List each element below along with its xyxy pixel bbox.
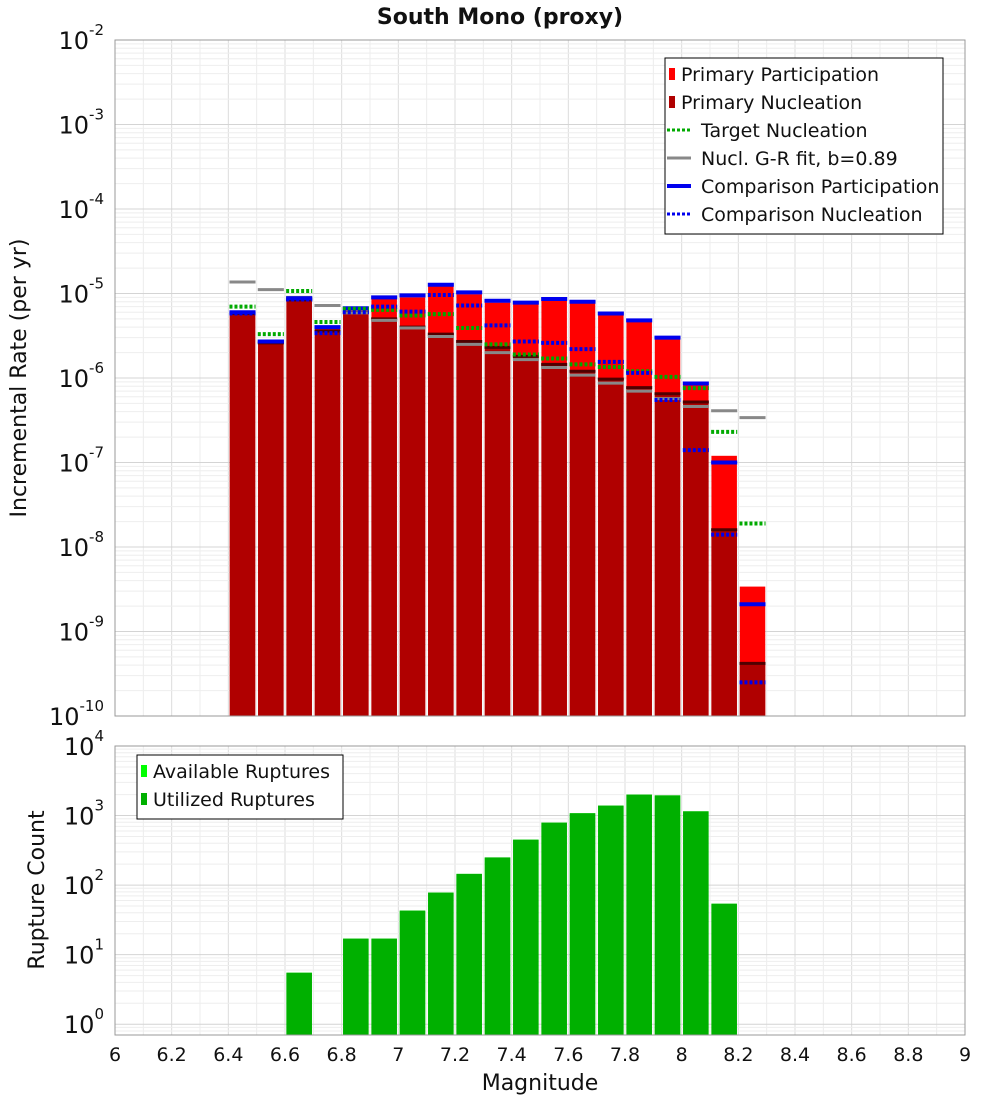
- nucleation-bar: [541, 364, 567, 716]
- x-tick-label: 7.6: [553, 1044, 583, 1066]
- legend-box: [664, 57, 944, 235]
- utilized-ruptures-bar: [343, 938, 369, 1035]
- y-tick-label: 103: [64, 797, 104, 831]
- x-axis-label: Magnitude: [482, 1071, 599, 1096]
- utilized-ruptures-bar: [711, 903, 737, 1035]
- bottom-legend: Available Ruptures Utilized Ruptures: [136, 754, 344, 820]
- top-plot-border: [114, 39, 966, 717]
- utilized-ruptures-bar: [399, 910, 426, 1035]
- x-tick-label: 6.4: [213, 1044, 243, 1066]
- bottom-gridlines: [114, 746, 966, 1036]
- legend-label: Primary Nucleation: [681, 92, 862, 114]
- utilized-ruptures-bar: [286, 972, 312, 1035]
- y-tick-label: 10-10: [49, 697, 104, 731]
- top-series-lines: [229, 280, 766, 685]
- x-tick-label: 7: [392, 1044, 404, 1066]
- x-tick-label: 6.6: [270, 1044, 300, 1066]
- nucleation-bar: [343, 312, 369, 716]
- nucleation-bar: [371, 318, 397, 716]
- y-tick-label: 10-9: [58, 613, 104, 647]
- legend-label: Primary Participation: [681, 64, 879, 86]
- legend-swatch: [669, 68, 675, 80]
- y-tick-label: 10-3: [58, 106, 104, 140]
- y-tick-label: 102: [64, 866, 104, 900]
- x-tick-label: 7.4: [497, 1044, 527, 1066]
- legend-box: [136, 754, 344, 820]
- x-tick-label: 6.8: [327, 1044, 357, 1066]
- utilized-ruptures-bar: [541, 822, 567, 1035]
- nucleation-bar: [654, 393, 681, 716]
- nucleation-bar: [598, 379, 624, 716]
- nucleation-bar: [258, 342, 284, 716]
- top-plot: 10-10 10-9 10-8 10-7 10-6 10-5 10-4 10-3 10-2 In…: [7, 21, 966, 731]
- y-tick-label: 104: [64, 727, 104, 761]
- utilized-ruptures-bar: [371, 938, 397, 1035]
- nucleation-bar: [711, 529, 737, 716]
- legend-label: Nucl. G-R fit, b=0.89: [701, 148, 898, 170]
- nucleation-bar: [569, 371, 596, 716]
- y-tick-label: 101: [64, 936, 104, 970]
- bottom-y-tick-labels: 100 101 102 103 104: [64, 727, 104, 1039]
- x-tick-label: 8.8: [893, 1044, 923, 1066]
- x-tick-label: 9: [959, 1044, 971, 1066]
- utilized-ruptures-bar: [428, 892, 454, 1035]
- top-y-tick-labels: 10-10 10-9 10-8 10-7 10-6 10-5 10-4 10-3 10-2: [49, 21, 104, 731]
- bottom-plot-border: [114, 745, 966, 1036]
- top-bars: [229, 286, 766, 716]
- nucleation-bar: [229, 313, 256, 716]
- x-tick-label: 8.6: [837, 1044, 867, 1066]
- bottom-plot: 100 101 102 103 104 6 6.2 6.4 6.6 6.8 7 7.2 7.4 7.6 7…: [25, 727, 971, 1096]
- legend-label: Comparison Nucleation: [701, 204, 923, 226]
- y-tick-label: 10-2: [58, 21, 104, 55]
- y-tick-label: 10-5: [58, 275, 104, 309]
- utilized-ruptures-bar: [598, 805, 624, 1035]
- nucleation-bar: [484, 347, 511, 716]
- x-tick-label: 6: [109, 1044, 121, 1066]
- top-gridlines: [114, 40, 966, 717]
- legend-label: Target Nucleation: [700, 120, 868, 142]
- utilized-ruptures-bar: [626, 794, 652, 1035]
- top-legend: Primary Participation Primary Nucleation T…: [664, 57, 944, 235]
- nucleation-bar: [513, 356, 539, 716]
- y-tick-label: 10-7: [58, 444, 104, 478]
- x-tick-labels: 6 6.2 6.4 6.6 6.8 7 7.2 7.4 7.6 7.8 8 8.2 8.4 8.6 8.8 9: [109, 1044, 971, 1066]
- utilized-ruptures-bar: [513, 839, 539, 1035]
- legend-label: Available Ruptures: [153, 761, 330, 783]
- top-y-axis-label: Incremental Rate (per yr): [7, 239, 32, 518]
- legend-swatch: [141, 793, 147, 805]
- nucleation-bar: [399, 327, 426, 716]
- legend-label: Utilized Ruptures: [153, 789, 315, 811]
- nucleation-bar: [428, 334, 454, 716]
- nucleation-bar: [626, 387, 652, 716]
- x-tick-label: 8.2: [723, 1044, 753, 1066]
- chart-title: South Mono (proxy): [377, 5, 623, 30]
- utilized-ruptures-bar: [569, 813, 596, 1035]
- utilized-ruptures-bar: [456, 873, 482, 1035]
- legend-label: Comparison Participation: [701, 176, 939, 198]
- y-tick-label: 10-4: [58, 190, 104, 224]
- x-tick-label: 7.8: [610, 1044, 640, 1066]
- bottom-bars: [286, 794, 737, 1035]
- bottom-y-axis-label: Rupture Count: [25, 810, 50, 970]
- x-tick-label: 8: [676, 1044, 688, 1066]
- nucleation-bar: [314, 330, 341, 716]
- x-tick-label: 7.2: [440, 1044, 470, 1066]
- nucleation-bar: [286, 299, 312, 716]
- y-tick-label: 10-6: [58, 359, 104, 393]
- utilized-ruptures-bar: [654, 795, 681, 1035]
- y-tick-label: 100: [64, 1005, 104, 1039]
- y-tick-label: 10-8: [58, 528, 104, 562]
- legend-swatch: [669, 96, 675, 108]
- nucleation-bar: [683, 401, 709, 716]
- nucleation-bar: [739, 663, 766, 716]
- x-tick-label: 6.2: [157, 1044, 187, 1066]
- nucleation-bar: [456, 341, 482, 716]
- x-tick-label: 8.4: [780, 1044, 810, 1066]
- utilized-ruptures-bar: [484, 857, 511, 1035]
- legend-swatch: [141, 765, 147, 777]
- utilized-ruptures-bar: [683, 811, 709, 1035]
